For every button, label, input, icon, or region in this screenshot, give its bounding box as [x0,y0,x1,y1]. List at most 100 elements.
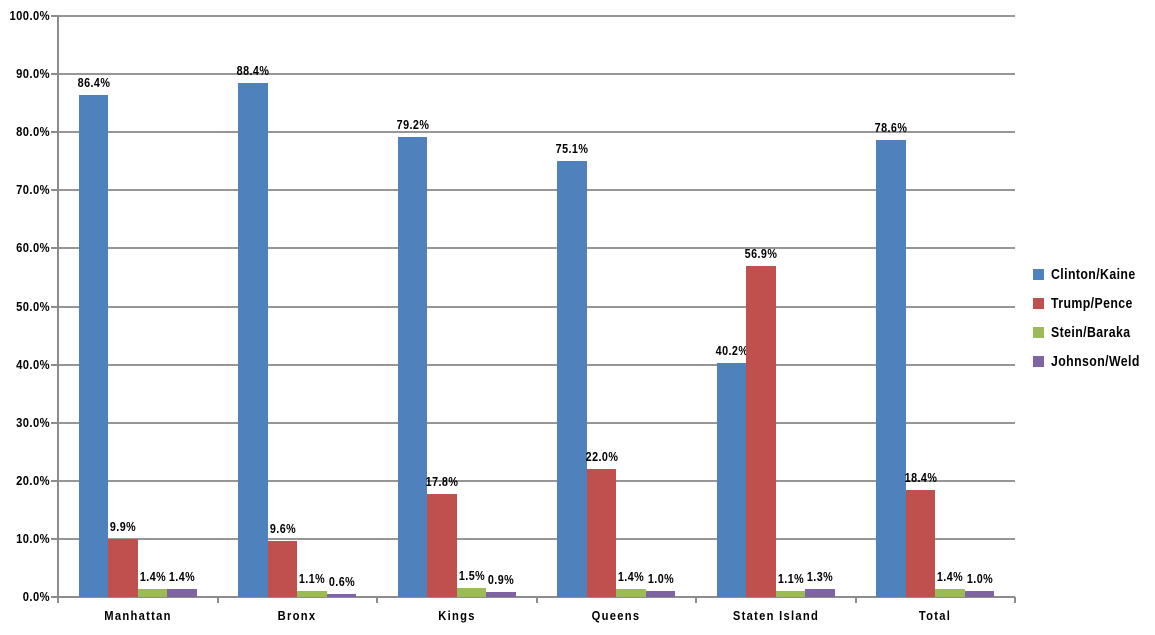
chart-legend: Clinton/Kaine Trump/Pence Stein/Baraka John… [1033,260,1155,376]
data-label-trump-pence-staten-island: 56.9% [744,247,778,262]
category-label-staten-island: Staten Island [732,608,819,623]
x-axis-tick-2 [376,597,378,603]
bar-johnson-weld-manhattan [167,588,197,597]
y-axis-tick-90 [51,73,58,76]
data-label-johnson-weld-manhattan: 1.4% [168,569,196,584]
legend-item-stein-baraka: Stein/Baraka [1033,318,1155,347]
legend-swatch-clinton-kaine [1033,269,1044,280]
data-label-stein-baraka-kings: 1.5% [458,569,485,584]
legend-item-clinton-kaine: Clinton/Kaine [1033,260,1155,289]
y-axis-line [57,16,59,599]
category-label-manhattan: Manhattan [103,608,172,623]
y-axis-tick-label-50: 50.0% [16,298,50,314]
data-label-trump-pence-manhattan: 9.9% [109,520,137,535]
data-label-johnson-weld-total: 1.0% [966,572,993,587]
bar-clinton-kaine-staten-island [716,363,747,597]
bar-trump-pence-staten-island [746,266,776,597]
y-axis-tick-80 [51,131,58,134]
y-axis-tick-0 [51,596,58,598]
category-label-bronx: Bronx [277,608,317,623]
legend-label-johnson-weld: Johnson/Weld [1051,353,1140,370]
bar-clinton-kaine-total [876,140,906,597]
bar-johnson-weld-total [964,591,995,597]
y-axis-tick-40 [51,363,58,366]
category-label-kings: Kings [437,608,476,623]
y-axis-tick-label-10: 10.0% [16,530,50,546]
bar-trump-pence-kings [427,493,457,597]
gridline-90 [58,73,1015,76]
data-label-clinton-kaine-manhattan: 86.4% [77,76,110,91]
category-label-queens: Queens [591,608,641,623]
data-label-johnson-weld-kings: 0.9% [487,572,515,587]
legend-item-johnson-weld: Johnson/Weld [1033,347,1155,376]
y-axis-tick-10 [51,537,58,540]
bar-stein-baraka-staten-island [775,590,806,597]
data-label-clinton-kaine-bronx: 88.4% [236,64,270,79]
bar-stein-baraka-bronx [297,590,327,597]
gridline-50 [58,305,1015,308]
bar-clinton-kaine-bronx [238,83,268,597]
y-axis-tick-label-30: 30.0% [16,414,50,430]
y-axis-tick-20 [51,479,58,482]
legend-swatch-johnson-weld [1033,356,1044,367]
y-axis-tick-label-60: 60.0% [16,240,50,256]
y-axis-tick-label-80: 80.0% [16,124,50,140]
data-label-stein-baraka-manhattan: 1.4% [139,569,166,584]
gridline-30 [58,421,1015,424]
data-label-trump-pence-total: 18.4% [904,471,937,486]
bar-trump-pence-manhattan [108,539,138,597]
gridline-70 [58,189,1015,192]
gridline-80 [58,131,1015,134]
y-axis-tick-label-100: 100.0% [9,8,51,23]
data-label-clinton-kaine-queens: 75.1% [555,141,589,156]
data-label-johnson-weld-queens: 1.0% [647,572,674,587]
data-label-clinton-kaine-kings: 79.2% [396,117,429,132]
category-label-total: Total [919,608,952,623]
y-axis-tick-60 [51,247,58,250]
data-label-stein-baraka-queens: 1.4% [617,569,645,584]
gridline-20 [58,479,1015,482]
x-axis-tick-3 [535,597,538,603]
bar-clinton-kaine-manhattan [78,95,109,597]
x-axis-tick-5 [854,597,857,603]
legend-swatch-trump-pence [1033,298,1044,309]
y-axis-tick-50 [51,305,58,308]
gridline-40 [58,363,1015,366]
legend-label-clinton-kaine: Clinton/Kaine [1051,266,1136,283]
legend-item-trump-pence: Trump/Pence [1033,289,1155,318]
legend-swatch-stein-baraka [1033,327,1044,338]
y-axis-tick-label-90: 90.0% [16,66,50,82]
gridline-60 [58,247,1015,250]
data-label-johnson-weld-staten-island: 1.3% [806,570,834,585]
x-axis-tick-6 [1014,597,1016,603]
bar-stein-baraka-total [935,588,965,597]
y-axis-tick-label-70: 70.0% [16,182,50,198]
y-axis-tick-70 [51,189,58,192]
y-axis-tick-30 [51,421,58,424]
legend-label-trump-pence: Trump/Pence [1051,295,1133,312]
y-axis-tick-label-20: 20.0% [16,472,50,488]
bar-clinton-kaine-queens [557,160,587,597]
bar-johnson-weld-kings [486,591,516,597]
data-label-trump-pence-bronx: 9.6% [269,522,296,537]
x-axis-tick-1 [216,597,219,603]
bar-johnson-weld-staten-island [805,589,835,597]
legend-label-stein-baraka: Stein/Baraka [1051,324,1131,341]
bar-johnson-weld-bronx [326,593,357,597]
bar-johnson-weld-queens [645,591,676,597]
y-axis-tick-label-0: 0.0% [22,589,50,604]
data-label-clinton-kaine-staten-island: 40.2% [715,344,748,359]
bar-stein-baraka-queens [616,588,646,597]
bar-stein-baraka-manhattan [137,588,168,597]
gridline-10 [58,537,1015,540]
bar-stein-baraka-kings [456,588,487,597]
data-label-clinton-kaine-total: 78.6% [874,121,908,136]
bar-trump-pence-queens [586,469,617,597]
data-label-stein-baraka-bronx: 1.1% [298,571,326,586]
gridline-100 [58,15,1015,17]
bar-trump-pence-bronx [267,541,298,597]
x-axis-tick-4 [695,597,697,603]
data-label-stein-baraka-staten-island: 1.1% [777,571,804,586]
data-label-trump-pence-queens: 22.0% [585,450,618,465]
